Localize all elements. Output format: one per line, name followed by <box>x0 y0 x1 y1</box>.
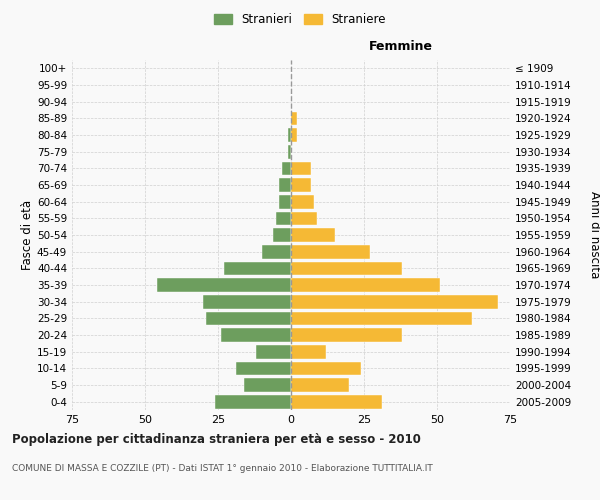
Legend: Stranieri, Straniere: Stranieri, Straniere <box>209 8 391 31</box>
Bar <box>203 295 291 308</box>
Bar <box>291 178 311 192</box>
Bar <box>291 362 361 375</box>
Bar <box>215 395 291 408</box>
Bar <box>291 295 499 308</box>
Bar <box>256 345 291 358</box>
Bar <box>277 212 291 225</box>
Bar <box>244 378 291 392</box>
Bar <box>280 195 291 208</box>
Bar <box>288 128 291 142</box>
Bar <box>224 262 291 275</box>
Y-axis label: Anni di nascita: Anni di nascita <box>588 192 600 278</box>
Bar <box>157 278 291 292</box>
Bar <box>288 145 291 158</box>
Bar <box>291 328 402 342</box>
Bar <box>291 228 335 242</box>
Bar <box>291 162 311 175</box>
Text: COMUNE DI MASSA E COZZILE (PT) - Dati ISTAT 1° gennaio 2010 - Elaborazione TUTTI: COMUNE DI MASSA E COZZILE (PT) - Dati IS… <box>12 464 433 473</box>
Bar <box>291 312 472 325</box>
Bar <box>291 395 382 408</box>
Bar <box>291 128 297 142</box>
Bar <box>291 262 402 275</box>
Bar <box>262 245 291 258</box>
Bar <box>291 112 297 125</box>
Bar <box>221 328 291 342</box>
Bar <box>236 362 291 375</box>
Bar <box>291 245 370 258</box>
Text: Popolazione per cittadinanza straniera per età e sesso - 2010: Popolazione per cittadinanza straniera p… <box>12 432 421 446</box>
Bar <box>291 278 440 292</box>
Bar <box>280 178 291 192</box>
Bar <box>282 162 291 175</box>
Bar <box>206 312 291 325</box>
Bar <box>291 345 326 358</box>
Bar <box>291 195 314 208</box>
Text: Femmine: Femmine <box>368 40 433 53</box>
Bar <box>291 212 317 225</box>
Y-axis label: Fasce di età: Fasce di età <box>21 200 34 270</box>
Bar <box>274 228 291 242</box>
Bar <box>291 378 349 392</box>
